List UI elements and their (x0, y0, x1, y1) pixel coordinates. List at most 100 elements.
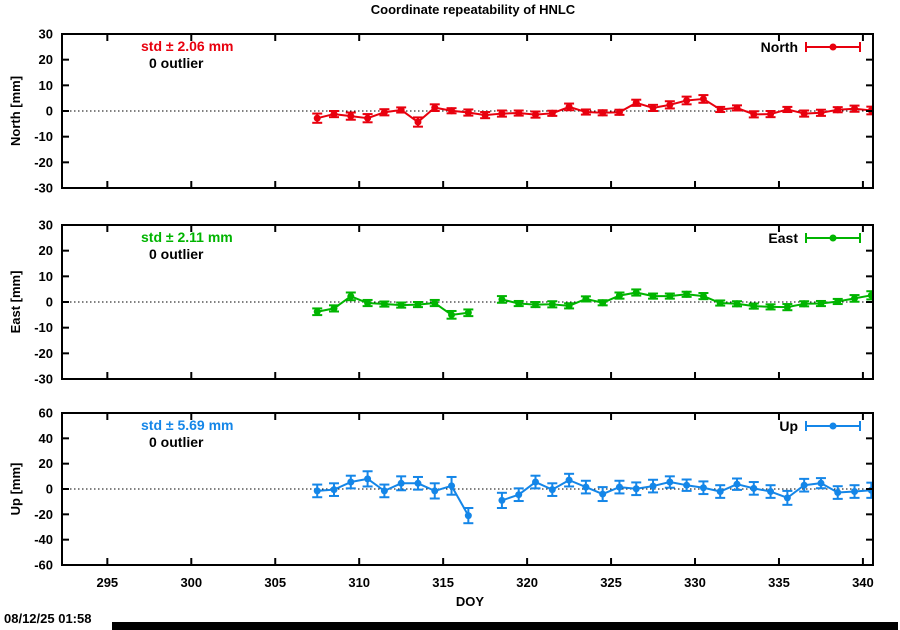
east-data-point (649, 292, 657, 300)
timestamp: 08/12/25 01:58 (4, 611, 92, 626)
x-tick-label: 335 (768, 575, 790, 590)
up-data-point (548, 486, 556, 494)
y-axis-title: North [mm] (8, 76, 23, 146)
north-data-point (599, 109, 607, 117)
legend-sample-marker (829, 422, 837, 430)
axis-ticks (62, 224, 873, 380)
outlier-annotation: 0 outlier (149, 55, 204, 71)
legend-label: North (761, 39, 798, 55)
east-data-point (599, 299, 607, 307)
north-data-point (548, 109, 556, 117)
axis-ticks (62, 33, 873, 189)
up-data-point (330, 486, 338, 494)
up-data-point (565, 476, 573, 484)
east-data-point (632, 289, 640, 297)
up-data-point (464, 512, 472, 520)
y-tick-label: -20 (34, 346, 53, 361)
up-data-point (498, 496, 506, 504)
east-data-point (313, 308, 321, 316)
east-data-point (431, 299, 439, 307)
x-tick-label: 305 (264, 575, 286, 590)
east-data-point (699, 292, 707, 300)
up-data-point (448, 482, 456, 490)
x-axis-label: DOY (455, 594, 485, 609)
y-tick-label: -10 (34, 320, 53, 335)
up-data-point (582, 483, 590, 491)
legend-north: North (761, 39, 861, 55)
east-data-point (851, 294, 859, 302)
north-data-point (750, 110, 758, 118)
up-data-point (431, 487, 439, 495)
bottom-bar (112, 622, 898, 630)
north-data-point (498, 110, 506, 118)
east-data-point (750, 302, 758, 310)
y-tick-label: -60 (34, 558, 53, 573)
north-data-point (397, 106, 405, 114)
north-data-point (649, 104, 657, 112)
std-annotation: std ± 2.06 mm (141, 38, 234, 54)
east-data-point (783, 303, 791, 311)
north-data-point (532, 111, 540, 119)
north-data-point (851, 105, 859, 113)
north-data-point (800, 110, 808, 118)
east-data-point (380, 300, 388, 308)
up-data-point (733, 480, 741, 488)
north-data-point (380, 108, 388, 116)
east-data-point (666, 292, 674, 300)
x-tick-label: 300 (180, 575, 202, 590)
east-data-point (464, 309, 472, 317)
y-tick-label: 60 (39, 406, 53, 421)
up-data-point (834, 489, 842, 497)
east-series (312, 288, 872, 320)
y-tick-label: 40 (39, 431, 53, 446)
y-tick-label: 30 (39, 27, 53, 42)
y-tick-label: 20 (39, 456, 53, 471)
up-data-point (347, 478, 355, 486)
north-panel: 30 20 10 0 -10 -20 -30 North [mm] std ± 2.06 mm0… (8, 27, 874, 196)
north-data-point (431, 104, 439, 112)
legend-sample-marker (829, 234, 837, 242)
north-data-point (448, 107, 456, 115)
north-data-point (683, 96, 691, 104)
y-tick-label: 10 (39, 269, 53, 284)
east-data-point (397, 301, 405, 309)
x-tick-label: 340 (852, 575, 874, 590)
north-data-point (615, 108, 623, 116)
outlier-annotation: 0 outlier (149, 434, 204, 450)
east-data-point (733, 300, 741, 308)
up-data-point (515, 491, 523, 499)
north-data-point (582, 108, 590, 116)
y-tick-label: 0 (46, 104, 53, 119)
east-data-point (767, 303, 775, 311)
up-data-point (750, 484, 758, 492)
y-tick-label: 20 (39, 52, 53, 67)
north-data-point (817, 109, 825, 117)
north-data-point (699, 95, 707, 103)
y-axis-title: Up [mm] (8, 463, 23, 516)
y-tick-label: -40 (34, 532, 53, 547)
north-data-point (414, 118, 422, 126)
east-data-point (834, 297, 842, 305)
up-data-point (397, 479, 405, 487)
y-tick-label: 30 (39, 218, 53, 233)
east-data-point (364, 299, 372, 307)
north-data-point (666, 101, 674, 109)
east-data-point (800, 300, 808, 308)
axis-ticks (62, 412, 873, 566)
east-panel: 30 20 10 0 -10 -20 -30 East [mm] std ± 2.11 mm0 … (8, 218, 874, 387)
x-tick-label: 325 (600, 575, 622, 590)
y-tick-label: 0 (46, 482, 53, 497)
y-tick-label: 20 (39, 243, 53, 258)
north-data-point (565, 103, 573, 111)
up-data-point (666, 478, 674, 486)
x-tick-label: 315 (432, 575, 454, 590)
north-data-point (716, 105, 724, 113)
std-annotation: std ± 2.11 mm (141, 229, 233, 245)
north-data-point (834, 106, 842, 114)
x-tick-label: 320 (516, 575, 538, 590)
y-tick-label: 0 (46, 295, 53, 310)
y-tick-label: -20 (34, 155, 53, 170)
legend-label: Up (779, 418, 798, 434)
